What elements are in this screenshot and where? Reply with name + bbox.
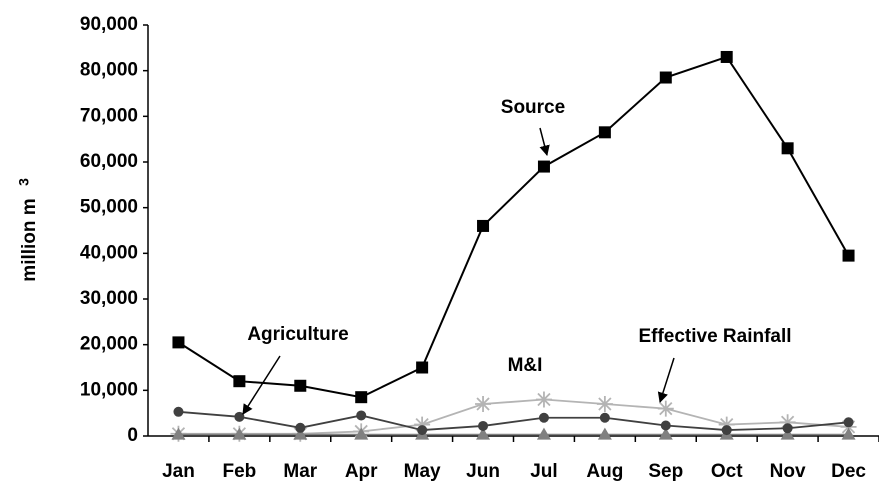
- marker: [538, 412, 549, 423]
- marker: [780, 427, 795, 440]
- marker: [295, 422, 306, 433]
- marker: [233, 375, 246, 388]
- annotation-arrow: [242, 355, 281, 415]
- annotation-arrow: [657, 357, 675, 404]
- marker: [417, 425, 428, 436]
- marker: [171, 427, 186, 440]
- x-tick-label: Jun: [466, 461, 500, 482]
- annotation: M&I: [508, 355, 543, 376]
- x-tick-label: Oct: [711, 461, 743, 482]
- series-line: [177, 55, 850, 399]
- x-tick-label: Aug: [586, 461, 623, 482]
- x-tick-label: Dec: [831, 461, 866, 482]
- y-axis-title-superscript: 3: [16, 178, 32, 186]
- marker: [718, 416, 735, 433]
- marker: [598, 126, 611, 139]
- x-tick-label: Jul: [530, 461, 557, 482]
- marker: [414, 416, 431, 433]
- annotation: Effective Rainfall: [638, 326, 791, 347]
- annotation-arrow: [539, 127, 550, 157]
- annotation: Agriculture: [247, 324, 348, 345]
- y-tick-label: 80,000: [80, 60, 138, 81]
- marker: [234, 411, 245, 422]
- marker: [779, 414, 796, 431]
- y-tick-label: 10,000: [80, 379, 138, 400]
- annotation: Source: [501, 97, 565, 118]
- marker: [842, 249, 855, 262]
- marker: [355, 391, 368, 404]
- marker: [720, 50, 733, 63]
- series-line: [178, 410, 849, 431]
- marker: [841, 427, 856, 440]
- marker: [476, 427, 491, 440]
- y-axis-title: million m: [19, 198, 40, 281]
- marker: [232, 427, 247, 440]
- x-tick-label: Jan: [162, 461, 195, 482]
- y-tick-label: 20,000: [80, 334, 138, 355]
- x-tick-label: Nov: [770, 461, 806, 482]
- marker: [172, 336, 185, 349]
- x-tick-label: Apr: [345, 461, 378, 482]
- x-tick-label: Mar: [283, 461, 317, 482]
- marker: [294, 379, 307, 392]
- x-tick-label: May: [404, 461, 441, 482]
- marker: [356, 410, 367, 421]
- marker: [293, 427, 308, 440]
- marker: [596, 396, 613, 413]
- marker: [597, 427, 612, 440]
- marker: [599, 412, 610, 423]
- series-line: [178, 398, 849, 435]
- x-tick-label: Feb: [222, 461, 256, 482]
- y-tick-label: 60,000: [80, 151, 138, 172]
- marker: [782, 423, 793, 434]
- marker: [537, 160, 550, 173]
- marker: [535, 391, 552, 408]
- marker: [536, 427, 551, 440]
- marker: [416, 361, 429, 374]
- y-tick-label: 90,000: [80, 14, 138, 35]
- y-tick-label: 70,000: [80, 105, 138, 126]
- marker: [660, 420, 671, 431]
- marker: [658, 427, 673, 440]
- y-tick-label: 0: [127, 425, 138, 446]
- y-tick-label: 30,000: [80, 288, 138, 309]
- y-tick-label: 40,000: [80, 242, 138, 263]
- marker: [478, 420, 489, 431]
- y-axis-title-group: million m 3: [16, 178, 40, 282]
- marker: [477, 219, 490, 232]
- marker: [173, 406, 184, 417]
- marker: [354, 427, 369, 440]
- marker: [843, 417, 854, 428]
- marker: [475, 396, 492, 413]
- marker: [657, 400, 674, 417]
- marker: [721, 425, 732, 436]
- x-tick-label: Sep: [648, 461, 683, 482]
- marker: [781, 142, 794, 155]
- y-tick-label: 50,000: [80, 197, 138, 218]
- marker: [659, 71, 672, 84]
